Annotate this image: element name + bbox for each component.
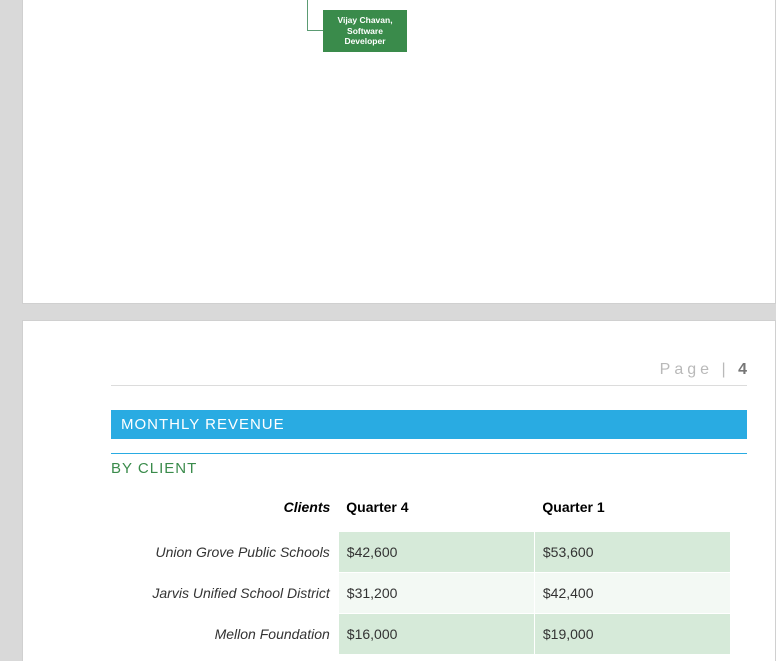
cell-q1: $19,000 <box>534 614 730 655</box>
page-number-label: Page | 4 <box>111 361 747 386</box>
cell-client: Union Grove Public Schools <box>111 532 338 573</box>
col-header-q1: Quarter 1 <box>534 493 730 532</box>
page-previous: Vijay Chavan, Software Developer <box>22 0 776 304</box>
page-content: Page | 4 MONTHLY REVENUE BY CLIENT Clien… <box>111 361 747 655</box>
subsection-rule <box>111 453 747 454</box>
cell-client: Jarvis Unified School District <box>111 573 338 614</box>
cell-q4: $31,200 <box>338 573 534 614</box>
cell-q4: $16,000 <box>338 614 534 655</box>
org-node-name: Vijay Chavan, <box>323 15 407 26</box>
col-header-q4: Quarter 4 <box>338 493 534 532</box>
subsection-heading: BY CLIENT <box>111 460 747 477</box>
page-word: Page <box>660 361 713 378</box>
cell-client: Mellon Foundation <box>111 614 338 655</box>
org-node-role-line2: Developer <box>323 36 407 47</box>
col-header-clients: Clients <box>111 493 338 532</box>
table-row: Union Grove Public Schools $42,600 $53,6… <box>111 532 731 573</box>
org-connector-vertical <box>307 0 308 30</box>
table-row: Jarvis Unified School District $31,200 $… <box>111 573 731 614</box>
cell-q1: $53,600 <box>534 532 730 573</box>
page-number: 4 <box>738 361 747 378</box>
revenue-table: Clients Quarter 4 Quarter 1 Union Grove … <box>111 493 731 655</box>
table-row: Mellon Foundation $16,000 $19,000 <box>111 614 731 655</box>
section-title-bar: MONTHLY REVENUE <box>111 410 747 439</box>
org-node-role-line1: Software <box>323 26 407 37</box>
page-current: Page | 4 MONTHLY REVENUE BY CLIENT Clien… <box>22 320 776 661</box>
table-header-row: Clients Quarter 4 Quarter 1 <box>111 493 731 532</box>
page-sep: | <box>721 361 729 378</box>
org-chart-node: Vijay Chavan, Software Developer <box>323 10 407 52</box>
cell-q1: $42,400 <box>534 573 730 614</box>
cell-q4: $42,600 <box>338 532 534 573</box>
section-title: MONTHLY REVENUE <box>121 416 285 433</box>
